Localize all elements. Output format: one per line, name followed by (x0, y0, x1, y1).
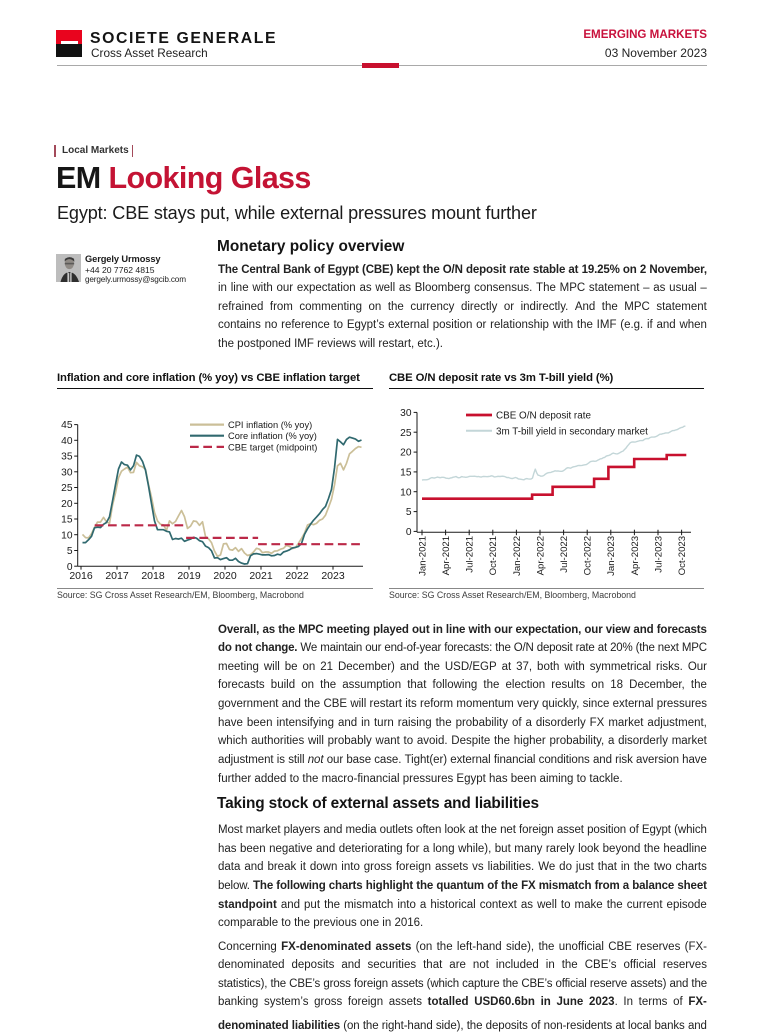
svg-text:Oct-2023: Oct-2023 (677, 536, 688, 575)
svg-text:2016: 2016 (69, 570, 93, 582)
svg-text:2020: 2020 (213, 570, 237, 582)
svg-text:2022: 2022 (285, 570, 309, 582)
svg-text:30: 30 (400, 408, 412, 419)
svg-text:Jul-2022: Jul-2022 (559, 536, 570, 573)
svg-text:45: 45 (61, 420, 73, 431)
svg-text:Oct-2021: Oct-2021 (488, 536, 499, 575)
svg-text:15: 15 (400, 468, 412, 479)
svg-text:CBE O/N deposit rate: CBE O/N deposit rate (496, 411, 591, 422)
svg-text:10: 10 (61, 530, 73, 541)
svg-text:Apr-2023: Apr-2023 (630, 536, 641, 575)
svg-text:40: 40 (61, 436, 73, 447)
svg-text:2019: 2019 (177, 570, 201, 582)
svg-text:2017: 2017 (105, 570, 129, 582)
svg-text:Jan-2022: Jan-2022 (512, 536, 523, 576)
svg-text:20: 20 (61, 499, 73, 510)
svg-text:2023: 2023 (321, 570, 345, 582)
svg-text:2018: 2018 (141, 570, 165, 582)
svg-text:Apr-2022: Apr-2022 (535, 536, 546, 575)
svg-text:35: 35 (61, 452, 73, 463)
svg-text:Jan-2021: Jan-2021 (417, 536, 428, 576)
svg-text:30: 30 (61, 467, 73, 478)
svg-text:0: 0 (67, 562, 73, 573)
svg-text:Oct-2022: Oct-2022 (583, 536, 594, 575)
svg-text:25: 25 (61, 483, 73, 494)
svg-text:5: 5 (406, 507, 412, 518)
svg-text:3m T-bill yield in secondary m: 3m T-bill yield in secondary market (496, 426, 648, 437)
svg-text:5: 5 (67, 546, 73, 557)
svg-text:Apr-2021: Apr-2021 (441, 536, 452, 575)
svg-text:25: 25 (400, 428, 412, 439)
svg-text:20: 20 (400, 448, 412, 459)
svg-text:10: 10 (400, 487, 412, 498)
svg-text:CPI inflation (% yoy): CPI inflation (% yoy) (228, 420, 312, 430)
svg-text:0: 0 (406, 527, 412, 538)
svg-text:CBE target (midpoint): CBE target (midpoint) (228, 442, 317, 452)
svg-text:15: 15 (61, 515, 73, 526)
svg-text:Jul-2021: Jul-2021 (465, 536, 476, 573)
svg-text:2021: 2021 (249, 570, 273, 582)
svg-text:Jul-2023: Jul-2023 (653, 536, 664, 573)
svg-text:Core inflation (% yoy): Core inflation (% yoy) (228, 431, 317, 441)
svg-text:Jan-2023: Jan-2023 (606, 536, 617, 576)
